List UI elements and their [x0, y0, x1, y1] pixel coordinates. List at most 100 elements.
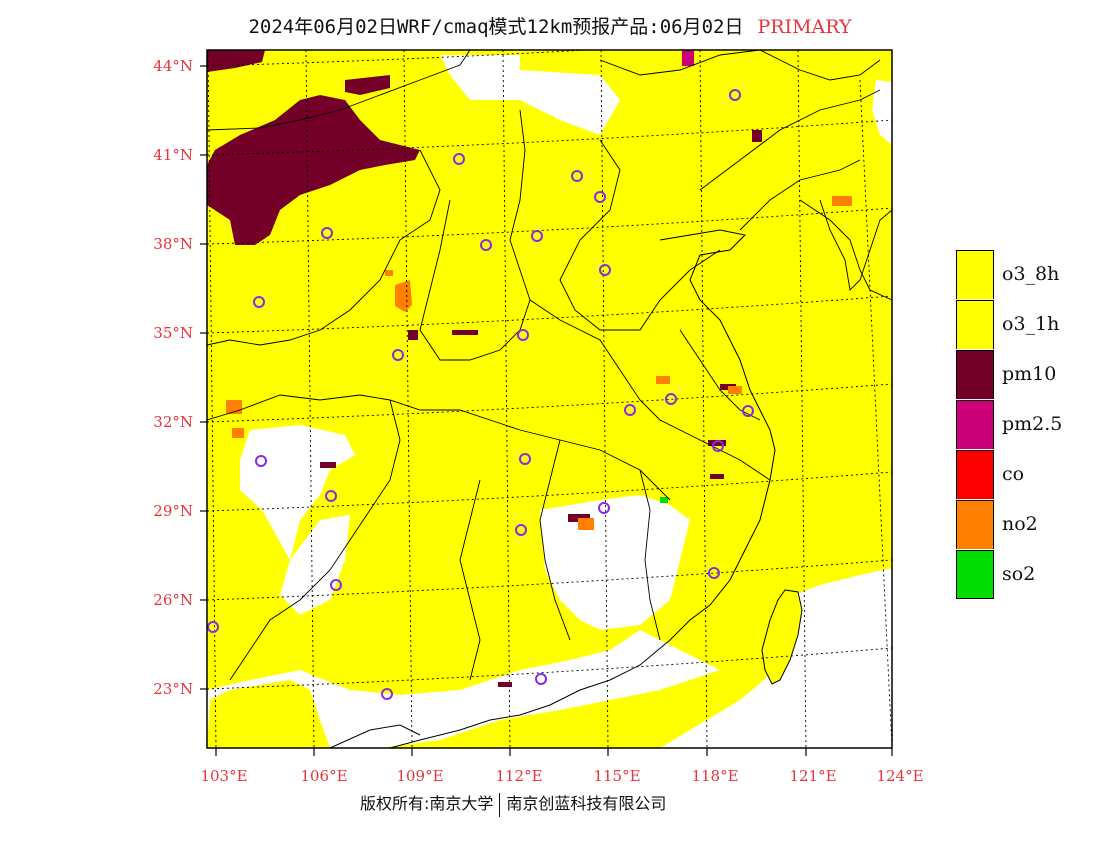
- pm10-patch: [708, 440, 726, 446]
- pm10-patch: [498, 682, 512, 687]
- city-markers: [207, 89, 754, 700]
- city-marker: [517, 329, 529, 341]
- no-data-taiwan-strait: [740, 568, 892, 748]
- city-marker: [519, 453, 531, 465]
- no-data-central: [540, 495, 690, 630]
- legend-swatch: [956, 299, 994, 349]
- no-data-guizhou: [280, 515, 350, 615]
- legend-item-o3-8h: o3_8h: [956, 249, 1062, 299]
- no2-patch: [385, 270, 393, 276]
- pm10-inner-mongolia: [207, 95, 420, 245]
- lat-label-35: 35°N: [153, 324, 193, 342]
- city-marker: [453, 153, 465, 165]
- map-frame: [206, 49, 893, 749]
- mongolia-boundary: [599, 50, 881, 81]
- city-marker: [624, 404, 636, 416]
- city-marker: [712, 440, 724, 452]
- city-marker: [253, 296, 265, 308]
- lat-label-41: 41°N: [153, 146, 193, 164]
- no-data-south-coast: [207, 570, 892, 748]
- lon-label-109: 109°E: [396, 767, 443, 785]
- city-marker: [571, 170, 583, 182]
- lon-label-103: 103°E: [200, 767, 247, 785]
- legend-item-no2: no2: [956, 499, 1062, 549]
- legend-label: o3_8h: [1002, 263, 1060, 285]
- legend-swatch: [956, 349, 994, 399]
- legend-swatch: [956, 449, 994, 499]
- city-marker: [599, 264, 611, 276]
- pollutant-legend: o3_8h o3_1h pm10 pm2.5 co no2 so2: [956, 249, 1062, 599]
- copyright-company: 南京创蓝科技有限公司: [506, 794, 667, 813]
- no-data-ne-corner: [872, 80, 892, 145]
- no-data-sichuan: [240, 425, 355, 560]
- city-marker: [480, 239, 492, 251]
- korea-boundary: [819, 199, 892, 291]
- city-marker: [742, 405, 754, 417]
- legend-item-co: co: [956, 449, 1062, 499]
- legend-label: so2: [1002, 563, 1036, 585]
- city-marker: [594, 191, 606, 203]
- legend-label: co: [1002, 463, 1025, 485]
- legend-swatch: [956, 499, 994, 549]
- lon-label-112: 112°E: [495, 767, 542, 785]
- legend-swatch: [956, 549, 994, 599]
- lat-label-29: 29°N: [153, 502, 193, 520]
- legend-label: o3_1h: [1002, 313, 1060, 335]
- city-marker: [325, 490, 337, 502]
- taiwan-outline: [761, 589, 803, 685]
- pm10-patch: [452, 330, 478, 335]
- copyright-owner: 版权所有:南京大学: [360, 794, 494, 813]
- legend-item-o3-1h: o3_1h: [956, 299, 1062, 349]
- lon-label-124: 124°E: [876, 767, 923, 785]
- pm10-patch: [710, 474, 724, 479]
- city-marker: [598, 502, 610, 514]
- city-marker: [321, 227, 333, 239]
- no2-patch: [232, 428, 244, 438]
- lon-label-115: 115°E: [593, 767, 640, 785]
- lat-label-44: 44°N: [153, 57, 193, 75]
- lon-label-121: 121°E: [789, 767, 836, 785]
- lon-label-118: 118°E: [691, 767, 738, 785]
- city-marker: [708, 567, 720, 579]
- city-marker: [392, 349, 404, 361]
- lat-label-23: 23°N: [153, 680, 193, 698]
- graticule: [207, 50, 892, 748]
- no-data-north: [440, 55, 620, 135]
- city-marker: [207, 621, 219, 633]
- lat-label-26: 26°N: [153, 591, 193, 609]
- city-marker: [381, 688, 393, 700]
- no2-patch: [832, 196, 852, 206]
- no2-patch: [656, 376, 670, 384]
- legend-label: no2: [1002, 513, 1038, 535]
- lat-label-32: 32°N: [153, 413, 193, 431]
- legend-swatch: [956, 399, 994, 449]
- copyright-footer: 版权所有:南京大学 南京创蓝科技有限公司: [360, 790, 666, 817]
- city-marker: [255, 455, 267, 467]
- legend-swatch: [956, 249, 994, 299]
- title-text: 2024年06月02日WRF/cmaq模式12km预报产品:06月02日: [248, 16, 744, 38]
- pm10-north-strip: [345, 75, 390, 95]
- lon-label-106: 106°E: [300, 767, 347, 785]
- no2-patch: [578, 518, 594, 530]
- legend-item-pm25: pm2.5: [956, 399, 1062, 449]
- pm10-patch: [752, 130, 762, 142]
- primary-tag: PRIMARY: [757, 16, 852, 38]
- pm10-patch: [320, 462, 336, 468]
- coastline: [389, 229, 776, 748]
- so2-patch: [660, 497, 668, 503]
- city-marker: [531, 230, 543, 242]
- pm25-patch: [682, 50, 694, 66]
- city-marker: [665, 393, 677, 405]
- province-boundaries: [207, 50, 892, 681]
- lat-label-38: 38°N: [153, 235, 193, 253]
- hainan-outline: [329, 724, 421, 748]
- city-marker: [515, 524, 527, 536]
- legend-label: pm2.5: [1002, 413, 1063, 435]
- legend-item-pm10: pm10: [956, 349, 1062, 399]
- footer-separator: [499, 792, 501, 817]
- city-marker: [535, 673, 547, 685]
- city-marker: [729, 89, 741, 101]
- pm10-patch: [408, 330, 418, 340]
- legend-label: pm10: [1002, 363, 1057, 385]
